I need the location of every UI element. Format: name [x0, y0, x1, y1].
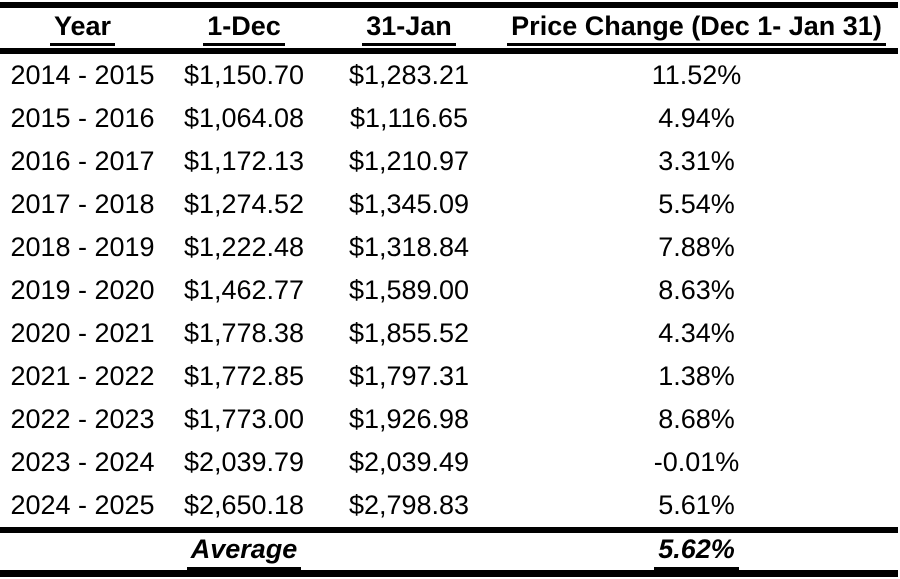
- table-row: 2014 - 2015 $1,150.70 $1,283.21 11.52%: [0, 54, 898, 97]
- dec1-cell: $2,650.18: [183, 490, 305, 520]
- year-cell: 2024 - 2025: [10, 490, 155, 520]
- header-separator-rule: [0, 48, 898, 54]
- average-row: Average 5.62%: [0, 533, 898, 570]
- dec1-cell: $1,274.52: [183, 189, 305, 219]
- table-row: 2021 - 2022 $1,772.85 $1,797.31 1.38%: [0, 355, 898, 398]
- dec1-cell: $1,222.48: [183, 232, 305, 262]
- table-body: 2014 - 2015 $1,150.70 $1,283.21 11.52% 2…: [0, 54, 898, 527]
- table-row: 2019 - 2020 $1,462.77 $1,589.00 8.63%: [0, 269, 898, 312]
- col-header-jan31-label: 31-Jan: [362, 11, 456, 46]
- dec1-cell: $1,172.13: [183, 146, 305, 176]
- table-row: 2017 - 2018 $1,274.52 $1,345.09 5.54%: [0, 183, 898, 226]
- col-header-year: Year: [0, 11, 165, 46]
- jan31-cell: $1,855.52: [348, 318, 470, 348]
- year-cell: 2019 - 2020: [10, 275, 155, 305]
- change-cell: 8.68%: [658, 404, 735, 434]
- change-cell: 4.94%: [658, 103, 735, 133]
- col-header-price-change: Price Change (Dec 1- Jan 31): [495, 11, 898, 46]
- col-header-dec1-label: 1-Dec: [203, 11, 285, 46]
- table-row: 2015 - 2016 $1,064.08 $1,116.65 4.94%: [0, 97, 898, 140]
- col-header-year-label: Year: [49, 11, 116, 46]
- dec1-cell: $1,778.38: [183, 318, 305, 348]
- jan31-cell: $1,926.98: [348, 404, 470, 434]
- table-row: 2016 - 2017 $1,172.13 $1,210.97 3.31%: [0, 140, 898, 183]
- table-row: 2022 - 2023 $1,773.00 $1,926.98 8.68%: [0, 398, 898, 441]
- average-label: Average: [186, 534, 302, 570]
- jan31-cell: $1,797.31: [348, 361, 470, 391]
- average-value-cell: 5.62%: [495, 534, 898, 570]
- dec1-cell: $1,772.85: [183, 361, 305, 391]
- jan31-cell: $1,345.09: [348, 189, 470, 219]
- year-cell: 2016 - 2017: [10, 146, 155, 176]
- change-cell: 8.63%: [658, 275, 735, 305]
- year-cell: 2022 - 2023: [10, 404, 155, 434]
- top-border-rule: [0, 2, 898, 8]
- footer-separator-rule: [0, 527, 898, 533]
- jan31-cell: $1,116.65: [349, 103, 469, 133]
- col-header-price-change-label: Price Change (Dec 1- Jan 31): [507, 11, 886, 46]
- jan31-cell: $1,210.97: [348, 146, 470, 176]
- year-cell: 2014 - 2015: [10, 60, 155, 90]
- year-cell: 2023 - 2024: [10, 447, 155, 477]
- jan31-cell: $2,798.83: [348, 490, 470, 520]
- table-row: 2023 - 2024 $2,039.79 $2,039.49 -0.01%: [0, 441, 898, 484]
- dec1-cell: $2,039.79: [183, 447, 305, 477]
- year-cell: 2020 - 2021: [10, 318, 155, 348]
- table-row: 2024 - 2025 $2,650.18 $2,798.83 5.61%: [0, 484, 898, 527]
- average-label-cell: Average: [165, 534, 323, 570]
- table-row: 2018 - 2019 $1,222.48 $1,318.84 7.88%: [0, 226, 898, 269]
- jan31-cell: $1,283.21: [348, 60, 470, 90]
- change-cell: 4.34%: [658, 318, 735, 348]
- year-cell: 2018 - 2019: [10, 232, 155, 262]
- dec1-cell: $1,462.77: [183, 275, 305, 305]
- dec1-cell: $1,773.00: [183, 404, 305, 434]
- dec1-cell: $1,064.08: [183, 103, 305, 133]
- change-cell: 11.52%: [651, 60, 742, 90]
- year-cell: 2017 - 2018: [10, 189, 155, 219]
- table-row: 2020 - 2021 $1,778.38 $1,855.52 4.34%: [0, 312, 898, 355]
- year-cell: 2021 - 2022: [10, 361, 155, 391]
- average-value: 5.62%: [654, 534, 739, 570]
- jan31-cell: $1,589.00: [348, 275, 470, 305]
- col-header-dec1: 1-Dec: [165, 11, 323, 46]
- change-cell: 7.88%: [658, 232, 735, 262]
- jan31-cell: $2,039.49: [348, 447, 470, 477]
- change-cell: -0.01%: [653, 447, 740, 477]
- header-row: Year 1-Dec 31-Jan Price Change (Dec 1- J…: [0, 8, 898, 48]
- year-cell: 2015 - 2016: [10, 103, 155, 133]
- change-cell: 3.31%: [658, 146, 735, 176]
- change-cell: 1.38%: [658, 361, 735, 391]
- change-cell: 5.61%: [658, 490, 735, 520]
- col-header-jan31: 31-Jan: [323, 11, 495, 46]
- dec1-cell: $1,150.70: [183, 60, 305, 90]
- change-cell: 5.54%: [658, 189, 735, 219]
- bottom-border-rule: [0, 570, 898, 577]
- jan31-cell: $1,318.84: [348, 232, 470, 262]
